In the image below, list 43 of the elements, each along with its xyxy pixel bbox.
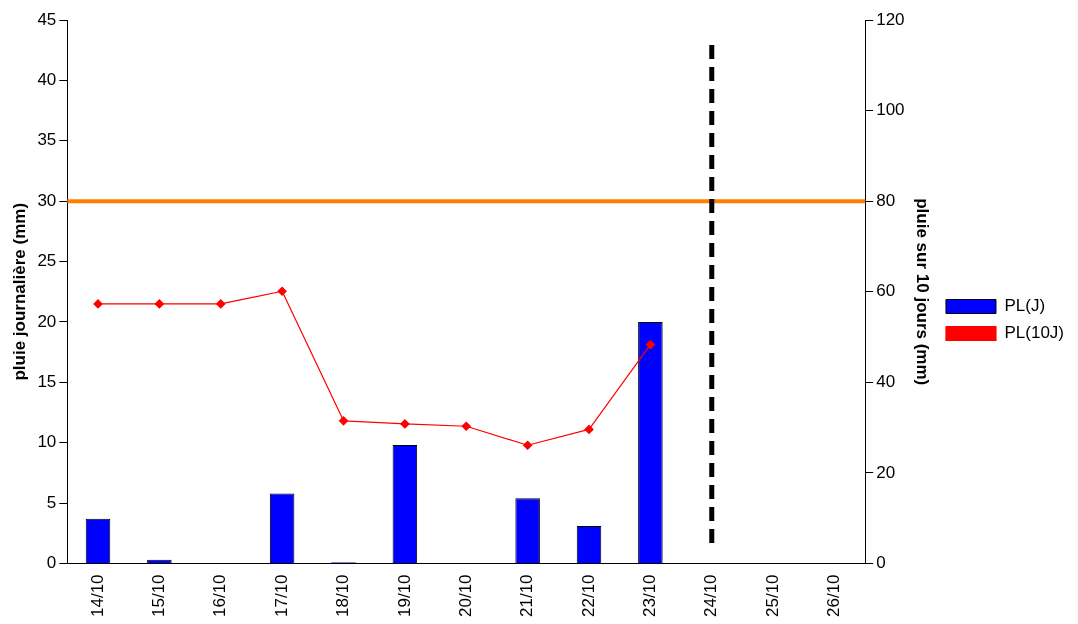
x-tick-label: 14/10 bbox=[87, 574, 107, 618]
y-tick-label: 30 bbox=[37, 190, 57, 210]
y-tick-label: 35 bbox=[37, 130, 57, 150]
y-tick-label: 40 bbox=[37, 70, 57, 90]
point bbox=[523, 440, 533, 450]
x-tick-label: 17/10 bbox=[271, 574, 291, 618]
y2-tick-label: 40 bbox=[876, 371, 896, 391]
point bbox=[645, 340, 655, 350]
y-tick-label: 20 bbox=[37, 311, 57, 331]
y2-axis-title: pluie sur 10 jours (mm) bbox=[913, 198, 933, 386]
y-tick-label: 15 bbox=[37, 371, 57, 391]
x-tick-label: 16/10 bbox=[210, 574, 230, 618]
y-tick-label: 10 bbox=[37, 432, 57, 452]
x-tick-label: 20/10 bbox=[455, 574, 475, 618]
x-tick-label: 18/10 bbox=[333, 574, 353, 618]
y2-tick-label: 20 bbox=[876, 462, 896, 482]
legend-label: PL(10J) bbox=[1004, 323, 1065, 343]
y-tick-label: 5 bbox=[46, 492, 57, 512]
x-tick-label: 21/10 bbox=[517, 574, 537, 618]
point bbox=[461, 421, 471, 431]
y-axis-title: pluie journalière (mm) bbox=[9, 202, 29, 381]
point bbox=[584, 424, 594, 435]
y2-tick-label: 80 bbox=[876, 190, 896, 210]
y2-tick-label: 60 bbox=[876, 281, 896, 301]
legend-label: PL(J) bbox=[1004, 296, 1046, 316]
y-tick-label: 25 bbox=[37, 251, 57, 271]
x-tick-label: 19/10 bbox=[394, 574, 414, 618]
point bbox=[277, 286, 287, 296]
point bbox=[338, 416, 349, 426]
point bbox=[216, 299, 226, 309]
x-tick-label: 15/10 bbox=[149, 574, 169, 618]
x-tick-label: 24/10 bbox=[701, 574, 721, 618]
x-tick-label: 23/10 bbox=[640, 574, 660, 618]
y-tick-label: 45 bbox=[37, 9, 57, 29]
y2-tick-label: 120 bbox=[876, 9, 905, 29]
x-tick-label: 22/10 bbox=[578, 574, 598, 618]
x-tick-label: 25/10 bbox=[762, 574, 782, 618]
y2-tick-label: 0 bbox=[876, 553, 886, 573]
point bbox=[154, 299, 164, 309]
y-tick-label: 0 bbox=[46, 553, 57, 573]
x-tick-label: 26/10 bbox=[824, 574, 844, 618]
y2-tick-label: 100 bbox=[876, 100, 905, 120]
point bbox=[400, 419, 410, 429]
